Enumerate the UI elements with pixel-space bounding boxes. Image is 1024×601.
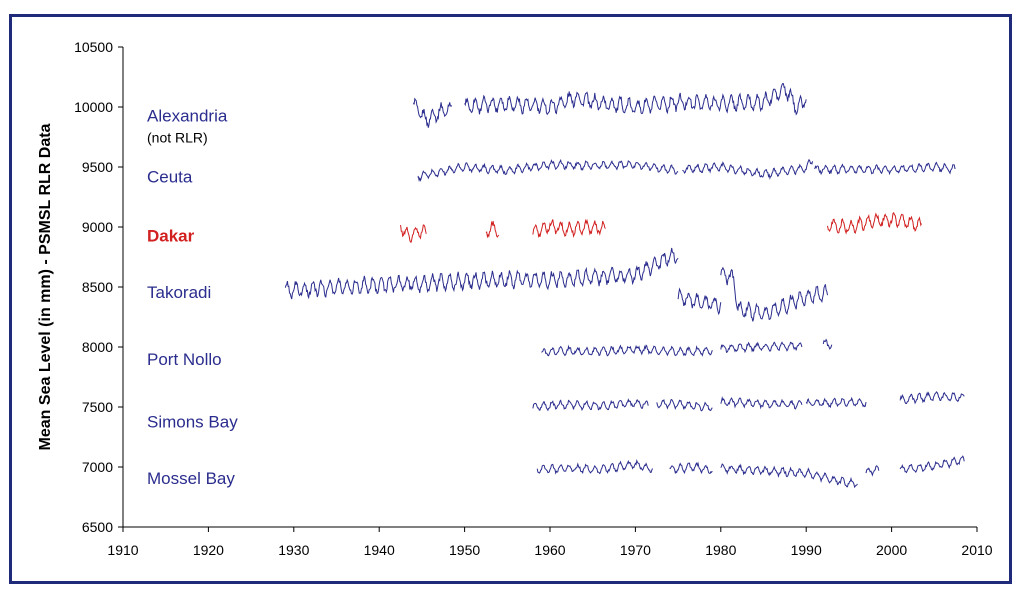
series-alexandria <box>412 83 807 128</box>
station-label: Simons Bay <box>147 412 238 431</box>
y-axis-title: Mean Sea Level (in mm) - PSMSL RLR Data <box>37 123 54 450</box>
series-line-segment <box>532 218 606 239</box>
series-line-segment <box>814 161 956 176</box>
series-line-segment <box>417 158 679 182</box>
y-tick-label: 8000 <box>82 339 113 355</box>
y-tick-label: 6500 <box>82 519 113 535</box>
series-line-segment <box>669 461 713 475</box>
x-tick-label: 1920 <box>193 542 224 558</box>
series-line-segment <box>720 266 739 311</box>
x-tick-label: 2000 <box>876 542 907 558</box>
x-tick-label: 2010 <box>961 542 992 558</box>
station-label: Mossel Bay <box>147 469 235 488</box>
y-tick-label: 8500 <box>82 279 113 295</box>
series-line-segment <box>284 247 679 300</box>
y-tick-label: 10500 <box>74 39 113 55</box>
chart-frame <box>9 14 1012 584</box>
series-line-segment <box>720 341 803 354</box>
series-line-segment <box>827 211 922 235</box>
series-line-segment <box>412 97 453 128</box>
y-tick-label: 7000 <box>82 459 113 475</box>
station-label: Dakar <box>147 226 195 245</box>
x-ticks: 1910 1920 1930 1940 1950 1960 1970 1980 1990 2000… <box>107 527 993 558</box>
station-label: Ceuta <box>147 168 193 187</box>
series-line-segment <box>720 395 803 410</box>
series-simons-bay <box>532 391 965 412</box>
x-tick-label: 1950 <box>449 542 480 558</box>
x-tick-label: 1930 <box>278 542 309 558</box>
series-line-segment <box>464 83 807 116</box>
series-line-segment <box>865 465 880 477</box>
series-line-segment <box>532 398 649 412</box>
series-line-segment <box>541 344 713 357</box>
series-mossel-bay <box>536 455 965 489</box>
y-ticks: 6500 7000 7500 8000 8500 9000 9500 10000 10500 <box>74 39 123 535</box>
station-note: (not RLR) <box>147 129 208 145</box>
series-line-segment <box>656 398 713 412</box>
station-label: Takoradi <box>147 283 211 302</box>
station-label: Alexandria <box>147 106 228 125</box>
series-line-segment <box>485 220 500 239</box>
series-ceuta <box>417 158 956 182</box>
series-dakar <box>400 211 922 243</box>
y-tick-label: 9500 <box>82 159 113 175</box>
series-layer <box>284 83 965 489</box>
series-line-segment <box>805 396 867 409</box>
series-line-segment <box>677 287 722 316</box>
series-line-segment <box>899 455 965 474</box>
series-line-segment <box>737 284 828 322</box>
series-takoradi <box>284 247 828 322</box>
x-tick-label: 1990 <box>791 542 822 558</box>
series-line-segment <box>899 391 965 405</box>
axes <box>122 47 977 528</box>
y-tick-label: 10000 <box>74 99 113 115</box>
x-tick-label: 1980 <box>705 542 736 558</box>
series-port-nollo <box>541 338 833 357</box>
x-tick-label: 1970 <box>620 542 651 558</box>
x-tick-label: 1910 <box>107 542 138 558</box>
series-line-segment <box>720 463 858 489</box>
y-tick-label: 9000 <box>82 219 113 235</box>
station-label: Port Nollo <box>147 350 222 369</box>
series-line-segment <box>682 158 814 180</box>
x-tick-label: 1960 <box>534 542 565 558</box>
y-tick-label: 7500 <box>82 399 113 415</box>
station-labels: Alexandria (not RLR) Ceuta Dakar Takoradi Por… <box>147 106 238 487</box>
x-tick-label: 1940 <box>364 542 395 558</box>
series-line-segment <box>536 459 653 475</box>
series-line-segment <box>822 338 833 350</box>
series-line-segment <box>400 224 427 243</box>
